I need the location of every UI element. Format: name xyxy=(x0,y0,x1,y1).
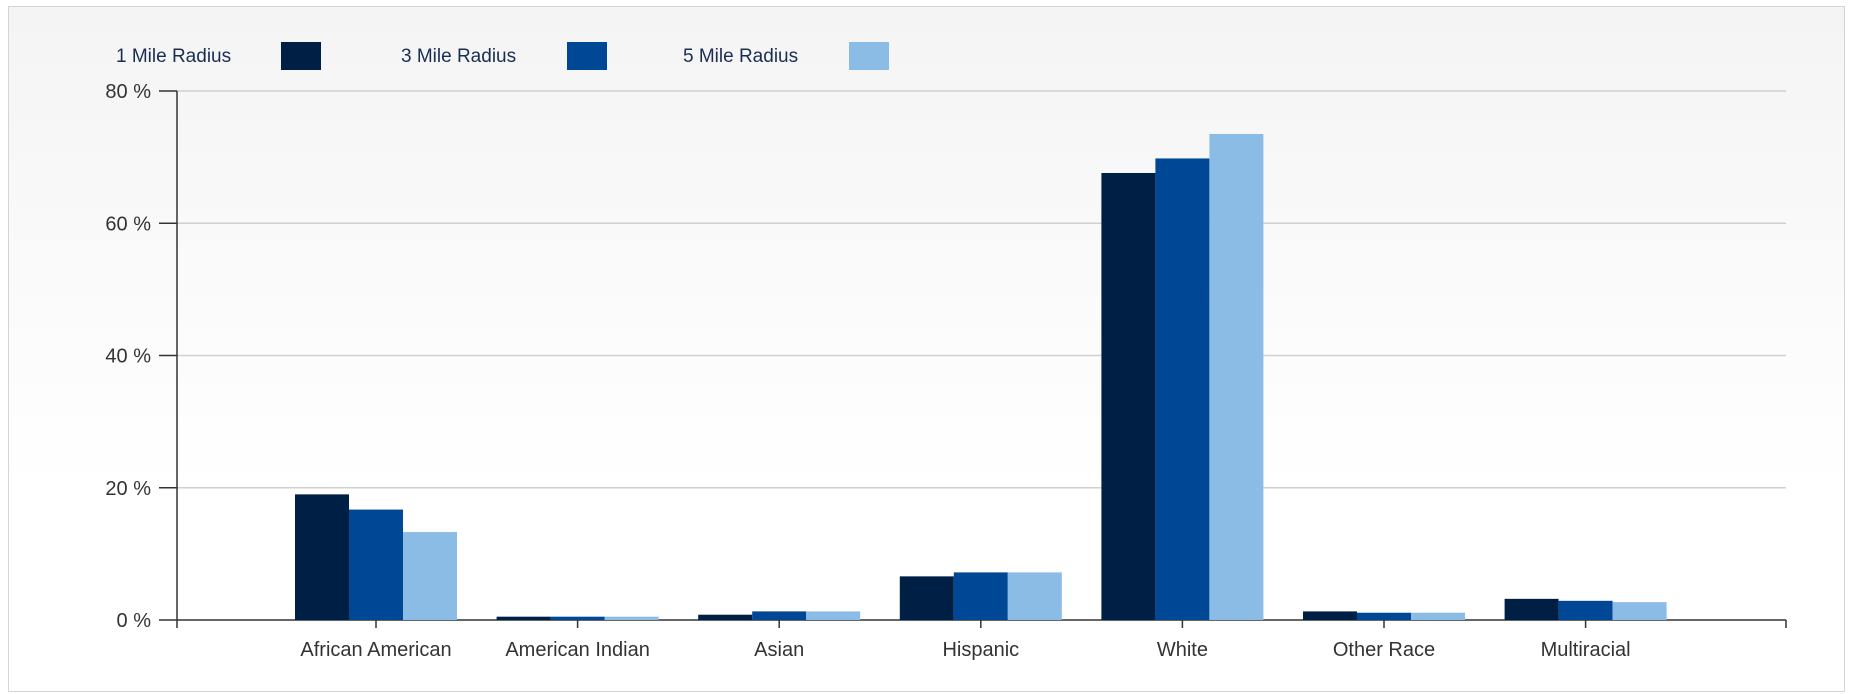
legend-swatch xyxy=(849,42,889,70)
legend-swatch xyxy=(281,42,321,70)
legend-label: 3 Mile Radius xyxy=(401,46,516,67)
bar xyxy=(550,616,605,620)
x-category-label: African American xyxy=(300,639,451,661)
bar xyxy=(1612,602,1667,620)
legend-label: 1 Mile Radius xyxy=(116,46,231,67)
bar xyxy=(806,611,861,620)
bar xyxy=(1303,611,1357,620)
bar xyxy=(1155,158,1210,620)
bar xyxy=(1357,612,1411,620)
x-category-label: Asian xyxy=(754,639,804,661)
y-tick-label: 20 % xyxy=(105,478,151,500)
bar xyxy=(1007,572,1062,620)
x-category-label: Multiracial xyxy=(1541,639,1631,661)
legend-label: 5 Mile Radius xyxy=(683,46,798,67)
y-tick-label: 40 % xyxy=(105,346,151,368)
bar xyxy=(1411,612,1465,620)
bar xyxy=(349,509,403,620)
bar xyxy=(295,494,349,620)
bar xyxy=(1558,600,1613,620)
bar xyxy=(604,616,659,620)
legend-swatch xyxy=(567,42,607,70)
y-tick-label: 80 % xyxy=(105,81,151,103)
bar xyxy=(1209,133,1264,620)
bar xyxy=(752,611,807,620)
bar xyxy=(403,532,457,620)
x-axis: African American American Indian Asian Hisp… xyxy=(177,619,1787,661)
x-category-label: Other Race xyxy=(1333,639,1435,661)
bar xyxy=(899,576,954,620)
bar xyxy=(1504,598,1559,620)
x-category-label: American Indian xyxy=(505,639,650,661)
y-tick-label: 0 % xyxy=(117,610,152,632)
bar xyxy=(496,616,551,620)
bar xyxy=(1101,172,1156,620)
y-tick-label: 60 % xyxy=(105,213,151,235)
x-category-label: Hispanic xyxy=(942,639,1019,661)
bar xyxy=(698,614,753,620)
legend: 1 Mile Radius 3 Mile Radius 5 Mile Radius xyxy=(116,42,889,70)
bar xyxy=(953,572,1008,620)
y-axis: 0 % 20 % 40 % 60 % 80 % xyxy=(105,81,178,632)
gridlines xyxy=(177,90,1786,489)
x-category-label: White xyxy=(1157,639,1208,661)
bars xyxy=(295,133,1667,620)
